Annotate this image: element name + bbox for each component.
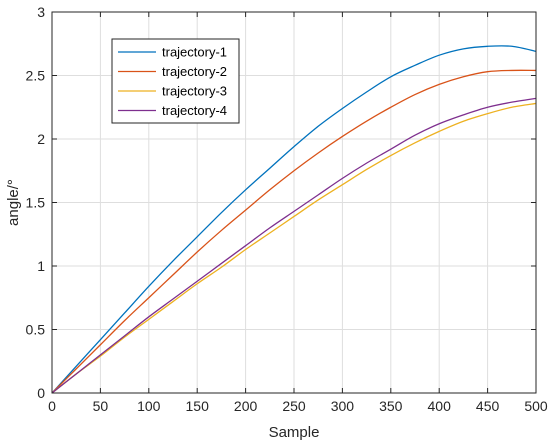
x-axis-label: Sample: [269, 424, 320, 441]
y-tick-label: 0.5: [26, 322, 46, 338]
x-tick-label: 400: [428, 398, 452, 414]
legend-label-4: trajectory-4: [162, 103, 227, 118]
y-tick-label: 1.5: [26, 195, 46, 211]
x-tick-label: 200: [234, 398, 258, 414]
y-tick-label: 0: [37, 385, 45, 401]
x-tick-label: 50: [93, 398, 109, 414]
x-tick-label: 450: [476, 398, 500, 414]
x-tick-label: 150: [186, 398, 210, 414]
x-tick-label: 0: [48, 398, 56, 414]
axis-ticks: 0 50 100 150 200 250 300 350 400 450 500 0 0.5 1 1.5 2 2…: [26, 4, 548, 414]
legend: trajectory-1 trajectory-2 trajectory-3 traj…: [111, 38, 240, 124]
y-tick-label: 2: [37, 131, 45, 147]
series-line-2: [51, 69, 537, 394]
series-line-3: [51, 102, 537, 394]
legend-label-3: trajectory-3: [162, 84, 227, 99]
series-line-1: [51, 45, 537, 394]
legend-label-1: trajectory-1: [162, 45, 227, 60]
legend-box: [111, 38, 240, 124]
x-tick-label: 100: [137, 398, 161, 414]
y-tick-label: 2.5: [26, 68, 46, 84]
y-axis-label: angle/°: [5, 179, 22, 226]
series-lines: [51, 45, 537, 394]
x-tick-label: 500: [524, 398, 548, 414]
series-line-4: [51, 97, 537, 394]
x-tick-label: 300: [331, 398, 355, 414]
y-tick-label: 1: [37, 258, 45, 274]
x-tick-label: 250: [282, 398, 306, 414]
legend-label-2: trajectory-2: [162, 64, 227, 79]
x-tick-label: 350: [379, 398, 403, 414]
y-tick-label: 3: [37, 4, 45, 20]
